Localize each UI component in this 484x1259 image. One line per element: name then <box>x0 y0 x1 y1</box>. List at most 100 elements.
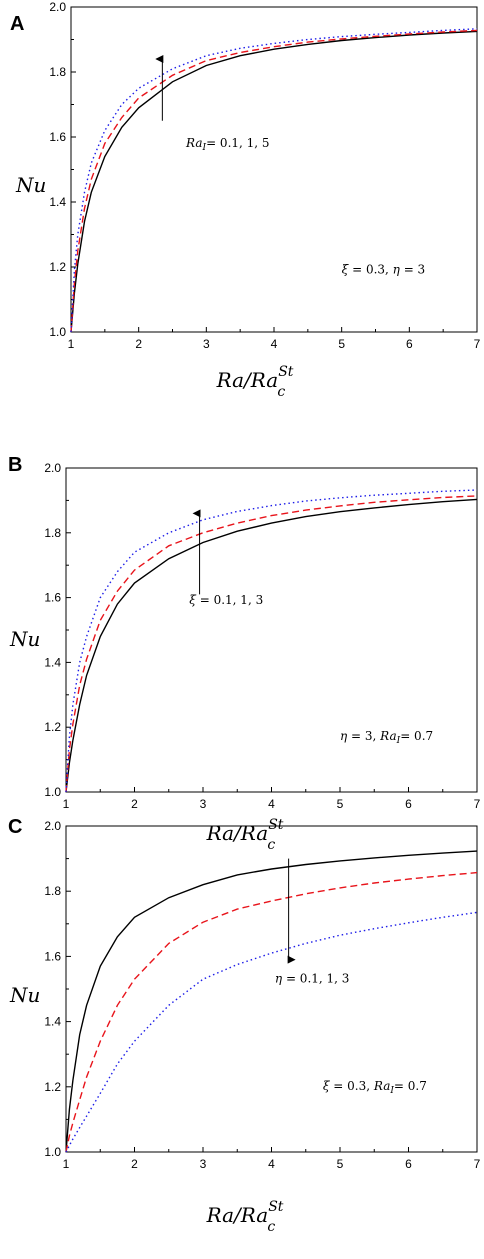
x-tick-label: 6 <box>405 1157 412 1171</box>
y-tick-label: 2.0 <box>44 819 61 833</box>
param-value-1: = 3, <box>347 729 380 743</box>
x-axis-label-sup: St <box>278 364 294 380</box>
x-tick-label: 3 <box>200 1157 207 1171</box>
x-tick-label: 5 <box>337 1157 344 1171</box>
y-axis-label: Nu <box>9 627 40 651</box>
y-tick-label: 1.6 <box>49 130 66 144</box>
parameter-annotation: η = 3, RaI= 0.7 <box>340 729 433 746</box>
annotation-values: = 0.1, 1, 5 <box>206 136 269 150</box>
x-axis-label-sup: St <box>268 1199 284 1215</box>
x-tick-label: 7 <box>474 1157 481 1171</box>
annotation-subscript: I <box>202 143 207 153</box>
x-tick-label: 5 <box>337 797 344 811</box>
y-tick-label: 1.2 <box>44 1080 61 1094</box>
x-tick-label: 7 <box>474 797 481 811</box>
series-annotation: ξ = 0.1, 1, 3 <box>189 593 263 607</box>
param-value-2: = 0.7 <box>400 729 433 743</box>
y-tick-label: 1.8 <box>44 884 61 898</box>
param-symbol-1: ξ <box>323 1079 331 1093</box>
param-value-2: = 3 <box>400 263 425 277</box>
panel-label: B <box>8 454 22 476</box>
param-symbol-2: η <box>393 263 401 277</box>
annotation-symbol: ξ <box>189 593 197 607</box>
y-tick-label: 1.6 <box>44 591 61 605</box>
x-tick-label: 1 <box>68 337 75 351</box>
y-axis-label: Nu <box>15 173 46 197</box>
series-line-solid <box>70 30 478 333</box>
panel-label: A <box>10 13 24 35</box>
param-symbol-2: Ra <box>379 729 396 743</box>
y-tick-label: 1.8 <box>44 526 61 540</box>
x-tick-label: 1 <box>63 797 70 811</box>
y-tick-label: 1.6 <box>44 949 61 963</box>
x-tick-label: 2 <box>131 1157 138 1171</box>
x-tick-label: 4 <box>268 1157 275 1171</box>
param-symbol-2: Ra <box>373 1079 390 1093</box>
x-tick-label: 6 <box>406 337 413 351</box>
x-tick-label: 4 <box>268 797 275 811</box>
param-value-1: = 0.3, <box>348 263 392 277</box>
x-tick-label: 4 <box>271 337 278 351</box>
series-line-solid <box>65 850 478 1153</box>
panel-label: C <box>8 816 22 838</box>
series-annotation: RaI= 0.1, 1, 5 <box>185 136 270 153</box>
x-tick-label: 2 <box>135 337 142 351</box>
y-tick-label: 1.8 <box>49 65 66 79</box>
x-axis-label-main: Ra/Ra <box>216 368 279 392</box>
x-tick-label: 6 <box>405 797 412 811</box>
x-tick-label: 2 <box>131 797 138 811</box>
x-axis-label: Ra/RaSt c <box>216 364 294 400</box>
parameter-annotation: ξ = 0.3, η = 3 <box>342 263 426 277</box>
x-tick-label: 5 <box>338 337 345 351</box>
annotation-symbol: η <box>275 971 283 985</box>
series-annotation: η = 0.1, 1, 3 <box>275 971 350 985</box>
panel-b: B 1 2 3 4 5 6 7 1.0 1.2 1.4 1.6 1.8 2.0 Nu Ra/RaSt c ξ = … <box>8 454 481 853</box>
param-symbol-1: ξ <box>342 263 350 277</box>
y-tick-label: 1.2 <box>49 260 66 274</box>
x-tick-label: 1 <box>63 1157 70 1171</box>
annotation-values: = 0.1, 1, 3 <box>282 971 349 985</box>
param-subscript-2: I <box>389 1086 394 1096</box>
series-line-dotted <box>70 28 478 333</box>
x-tick-label: 3 <box>200 797 207 811</box>
plot-frame <box>65 467 478 793</box>
param-value-2: = 0.7 <box>394 1079 427 1093</box>
y-tick-label: 1.0 <box>44 785 61 799</box>
series-line-solid <box>65 498 478 793</box>
plot-frame <box>70 6 478 333</box>
series-line-dotted <box>65 911 478 1153</box>
x-axis-label-main: Ra/Ra <box>206 821 269 845</box>
series-line-dashed <box>65 871 478 1153</box>
x-axis-label-sup: St <box>268 817 284 833</box>
param-symbol-1: η <box>340 729 348 743</box>
parameter-annotation: ξ = 0.3, RaI= 0.7 <box>323 1079 427 1096</box>
x-axis-label-main: Ra/Ra <box>206 1203 269 1227</box>
x-tick-label: 7 <box>474 337 481 351</box>
y-tick-label: 1.2 <box>44 720 61 734</box>
y-tick-label: 1.0 <box>49 325 66 339</box>
y-tick-label: 1.4 <box>49 195 66 209</box>
x-axis-label-sub: c <box>277 384 285 400</box>
series-line-dashed <box>70 29 478 333</box>
annotation-values: = 0.1, 1, 3 <box>196 593 263 607</box>
param-value-1: = 0.3, <box>329 1079 373 1093</box>
y-tick-label: 1.4 <box>44 1015 61 1029</box>
x-axis-label: Ra/RaSt c <box>206 817 284 853</box>
x-axis-label: Ra/RaSt c <box>206 1199 284 1235</box>
param-subscript-2: I <box>396 736 401 746</box>
series-line-dotted <box>65 489 478 793</box>
x-tick-label: 3 <box>203 337 210 351</box>
x-axis-label-sub: c <box>267 837 275 853</box>
annotation-symbol: Ra <box>185 136 202 150</box>
y-tick-label: 2.0 <box>44 461 61 475</box>
y-axis-label: Nu <box>9 983 40 1007</box>
y-tick-label: 2.0 <box>49 0 66 14</box>
x-axis-label-sub: c <box>267 1219 275 1235</box>
series-line-dashed <box>65 495 478 793</box>
y-tick-label: 1.0 <box>44 1145 61 1159</box>
plot-frame <box>65 825 478 1153</box>
y-tick-label: 1.4 <box>44 655 61 669</box>
